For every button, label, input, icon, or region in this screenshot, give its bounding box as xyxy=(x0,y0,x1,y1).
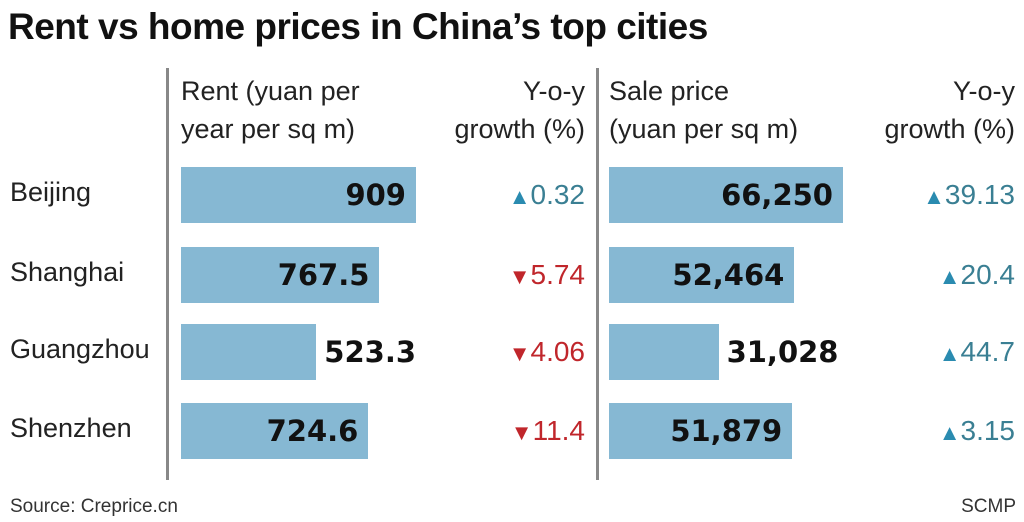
city-label: Guangzhou xyxy=(10,334,150,364)
growth-value: 4.06 xyxy=(530,336,586,367)
rent-growth-label: ▼5.74 xyxy=(509,247,585,305)
growth-value: 3.15 xyxy=(960,415,1016,446)
city-label: Shenzhen xyxy=(10,413,132,443)
chart-title: Rent vs home prices in China’s top citie… xyxy=(8,6,708,47)
triangle-up-icon: ▲ xyxy=(923,184,945,209)
triangle-up-icon: ▲ xyxy=(938,341,961,366)
triangle-down-icon: ▼ xyxy=(510,420,533,445)
triangle-down-icon: ▼ xyxy=(508,264,531,289)
credit: SCMP xyxy=(961,496,1016,517)
divider xyxy=(166,68,169,480)
sale-value: 31,028 xyxy=(726,335,839,369)
sale-growth-label: ▲20.4 xyxy=(939,247,1015,305)
sale-bar xyxy=(609,247,795,303)
divider xyxy=(596,68,599,480)
source-note: Source: Creprice.cn xyxy=(10,496,178,517)
header-rent: Rent (yuan per year per sq m) xyxy=(181,76,360,144)
rent-value: 767.5 xyxy=(277,258,370,292)
growth-value: 44.7 xyxy=(960,336,1016,367)
city-label: Beijing xyxy=(10,177,92,207)
sale-growth-label: ▲3.15 xyxy=(939,403,1015,461)
growth-value: 20.4 xyxy=(960,259,1016,290)
rent-bar xyxy=(181,247,380,303)
sale-bar xyxy=(609,324,719,380)
sale-bar xyxy=(609,167,843,223)
rent-growth-label: ▼4.06 xyxy=(509,324,585,382)
city-label: Shanghai xyxy=(10,257,125,287)
growth-value: 0.32 xyxy=(530,179,586,210)
rent-growth-label: ▼11.4 xyxy=(511,403,585,461)
header-sale-growth: Y-o-y growth (%) xyxy=(884,76,1015,144)
rent-value: 909 xyxy=(345,178,406,212)
sale-growth-label: ▲39.13 xyxy=(923,167,1015,225)
rent-bar xyxy=(181,167,416,223)
growth-value: 11.4 xyxy=(532,415,585,446)
sale-value: 66,250 xyxy=(721,178,833,212)
triangle-up-icon: ▲ xyxy=(938,264,961,289)
rent-value: 724.6 xyxy=(266,414,359,448)
triangle-up-icon: ▲ xyxy=(938,420,961,445)
rent-bar xyxy=(181,403,369,459)
sale-value: 52,464 xyxy=(672,258,785,292)
header-sale: Sale price (yuan per sq m) xyxy=(609,76,799,144)
header-rent-growth: Y-o-y growth (%) xyxy=(454,76,585,144)
triangle-up-icon: ▲ xyxy=(508,184,531,209)
sale-value: 51,879 xyxy=(670,414,783,448)
growth-value: 39.13 xyxy=(944,179,1015,210)
growth-value: 5.74 xyxy=(530,259,586,290)
rent-value: 523.3 xyxy=(324,335,417,369)
rent-bar xyxy=(181,324,317,380)
rent-growth-label: ▲0.32 xyxy=(509,167,585,225)
sale-growth-label: ▲44.7 xyxy=(939,324,1015,382)
triangle-down-icon: ▼ xyxy=(508,341,531,366)
sale-bar xyxy=(609,403,793,459)
